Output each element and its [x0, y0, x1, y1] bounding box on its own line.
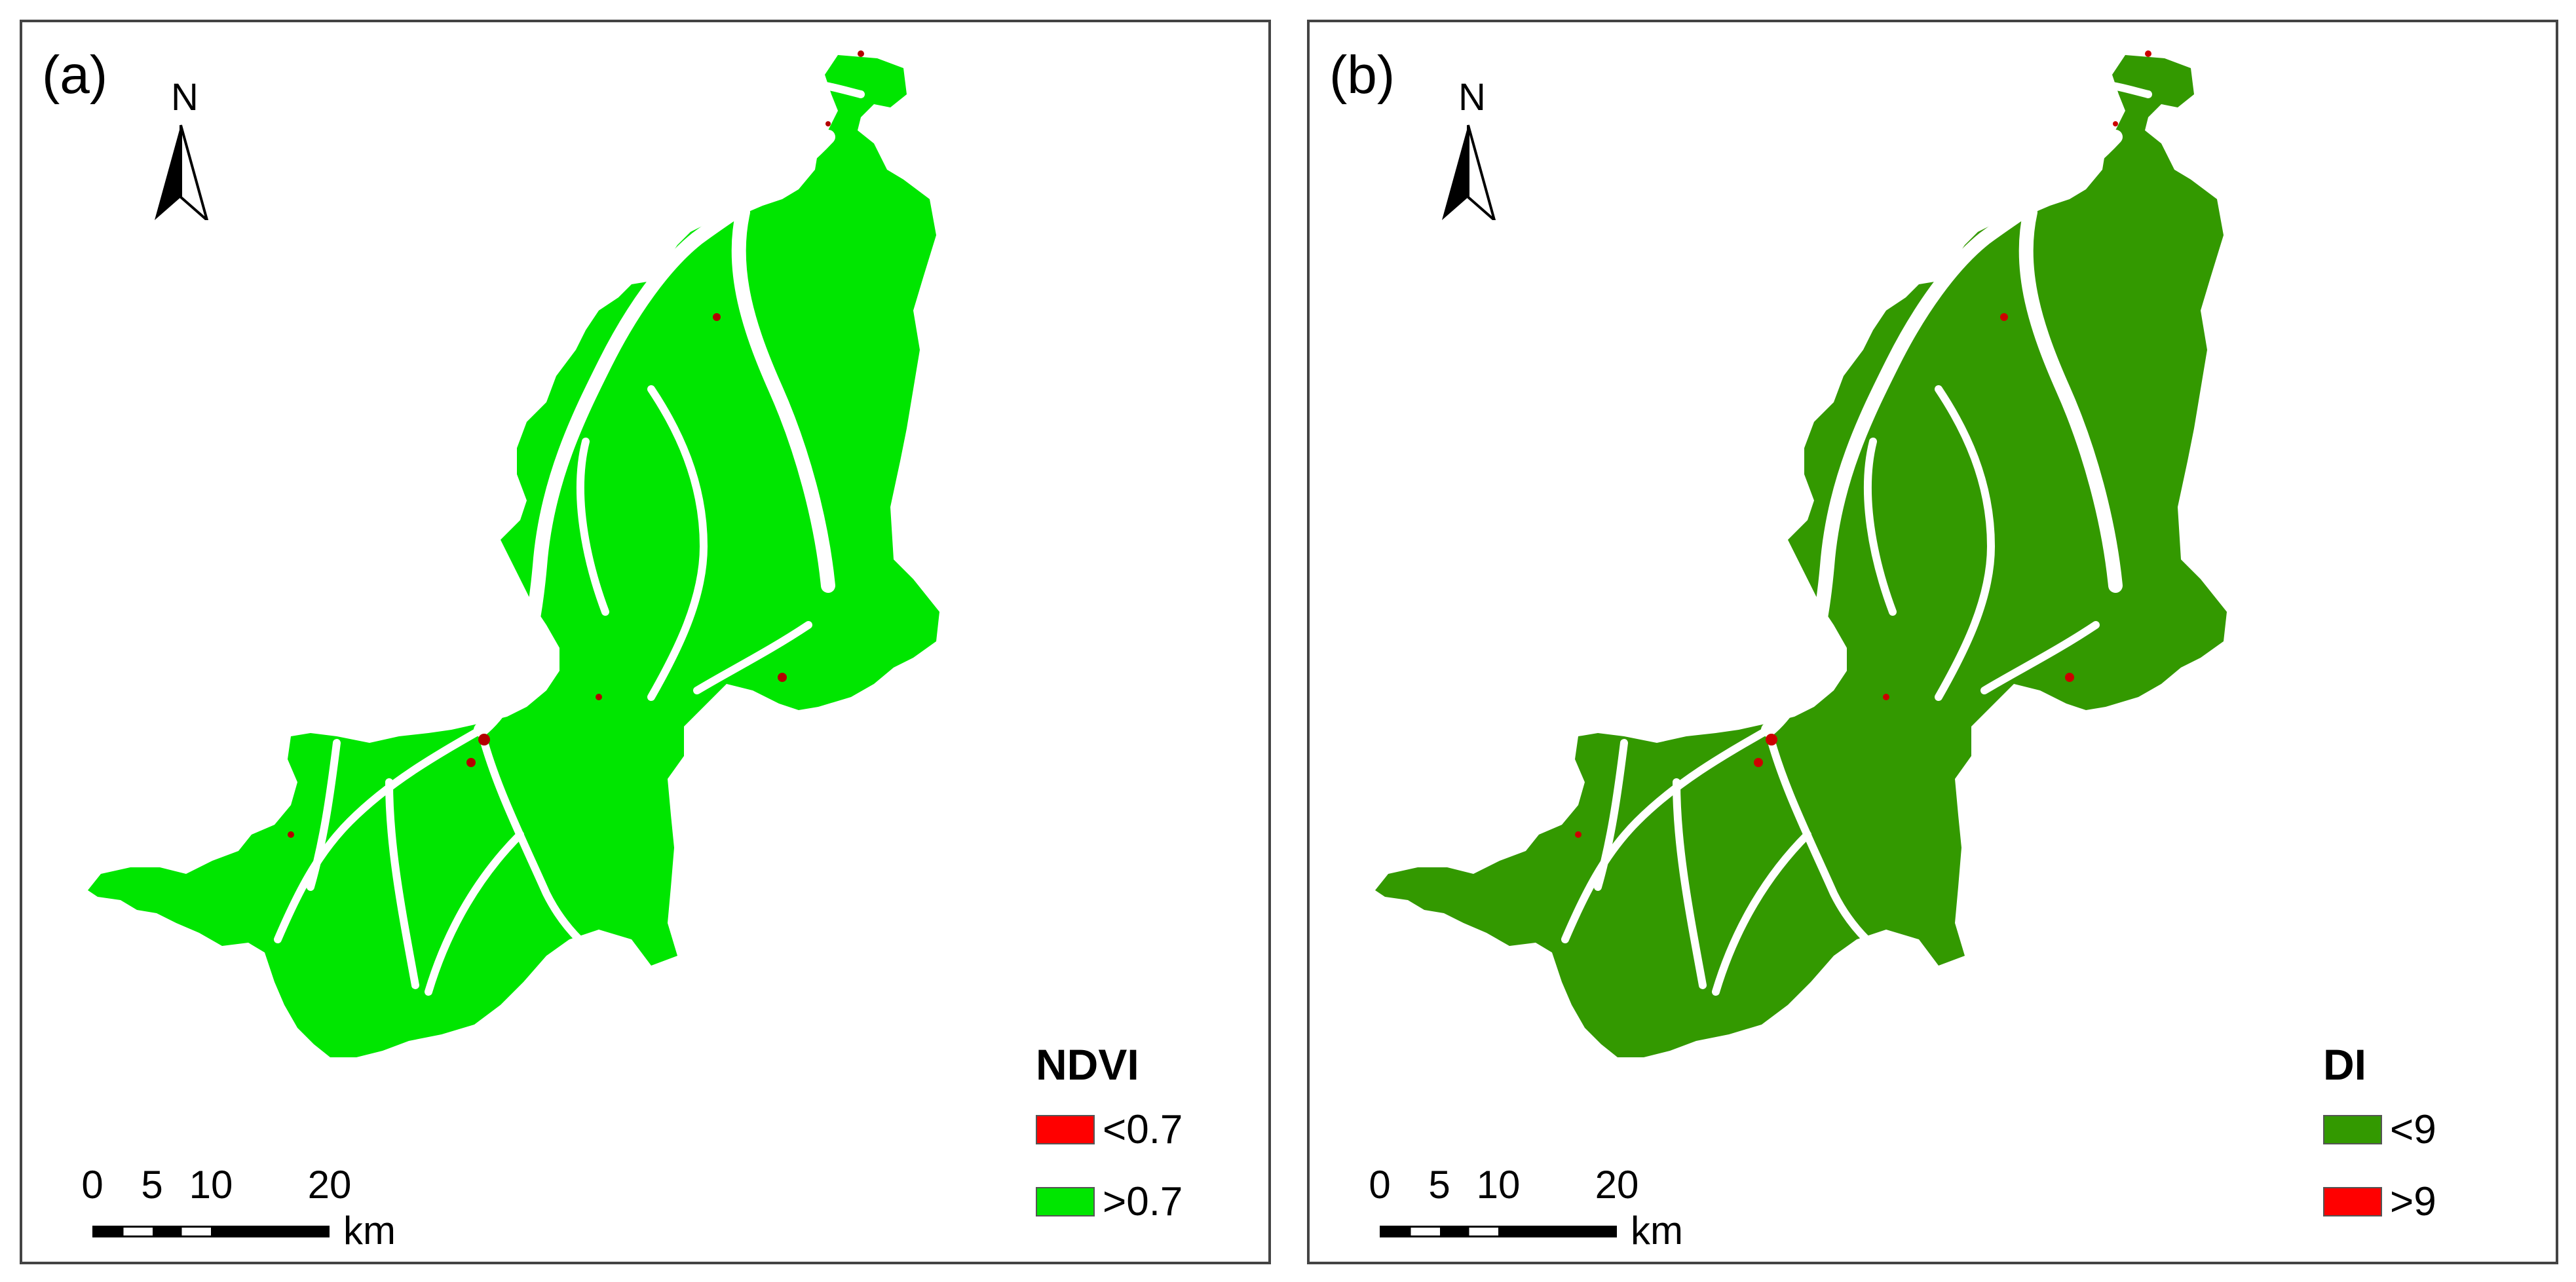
river-valley	[1712, 831, 1811, 996]
hotspot-patch	[478, 734, 490, 745]
hotspot-patch	[2145, 50, 2151, 57]
hotspot-patch	[858, 50, 864, 57]
river-valley	[1561, 726, 1772, 943]
panel-label-a: (a)	[42, 45, 108, 105]
hotspot-patch	[778, 673, 787, 682]
hotspot-patch	[2000, 313, 2008, 321]
study-region	[1375, 55, 2227, 1057]
scale-tick: 5	[141, 1163, 163, 1207]
scale-unit: km	[1631, 1209, 1683, 1253]
river-valley	[791, 79, 865, 98]
scale-tick: 10	[1476, 1163, 1521, 1207]
scale-tick: 0	[1369, 1163, 1391, 1207]
river-valley	[1980, 621, 2100, 694]
river-valley	[647, 385, 708, 701]
map-panel-a: (a) N NDVI <0.7 >0.7 0 5 10 20 km	[20, 20, 1271, 1264]
river-valley	[2079, 79, 2152, 98]
river-valley	[693, 621, 812, 694]
north-arrow-icon: N	[142, 69, 220, 220]
scale-bar-graphic	[1380, 1226, 1617, 1237]
region-map-b	[1375, 50, 2227, 1057]
river-valley	[1673, 778, 1707, 989]
scale-bar-graphic	[92, 1226, 330, 1237]
legend-swatch	[1036, 1115, 1095, 1144]
river-valley	[474, 130, 835, 737]
hotspot-patch	[466, 758, 476, 767]
river-valley	[385, 778, 419, 989]
scale-bar-b: 0 5 10 20 km	[1359, 1162, 1683, 1260]
river-valley	[425, 831, 524, 996]
north-label: N	[1458, 76, 1486, 119]
scale-tick: 20	[307, 1163, 352, 1207]
north-label: N	[171, 76, 199, 119]
river-valley	[477, 726, 616, 970]
hotspot-patch	[2113, 121, 2118, 126]
river-valley	[1764, 726, 1903, 970]
legend-label: <0.7	[1103, 1107, 1183, 1152]
hotspot-patch	[1575, 831, 1582, 838]
hotspot-patch	[1766, 734, 1777, 745]
hotspot-patch	[1754, 758, 1763, 767]
scale-tick: 10	[189, 1163, 233, 1207]
legend-label: <9	[2390, 1107, 2436, 1152]
scale-tick: 20	[1595, 1163, 1639, 1207]
river-valley	[1863, 438, 1897, 616]
hotspot-patch	[596, 694, 602, 700]
river-valley	[1935, 385, 1996, 701]
river-valley	[307, 739, 341, 891]
river-valley	[1761, 130, 2123, 737]
legend-swatch	[2323, 1115, 2382, 1144]
legend-item-b-1: <9	[2323, 1106, 2436, 1153]
river-valley	[2018, 205, 2123, 593]
panel-label-b: (b)	[1329, 45, 1395, 105]
hotspot-patch	[825, 121, 831, 126]
scale-tick: 0	[81, 1163, 104, 1207]
river-valley	[1594, 739, 1628, 891]
legend-swatch	[1036, 1187, 1095, 1216]
legend-swatch	[2323, 1187, 2382, 1216]
legend-label: >9	[2390, 1179, 2436, 1224]
hotspot-patch	[713, 313, 721, 321]
river-valley	[576, 438, 609, 616]
region-map-a	[88, 50, 939, 1057]
north-arrow-icon: N	[1429, 69, 1507, 220]
legend-item-a-1: <0.7	[1036, 1106, 1183, 1153]
legend-title-b: DI	[2323, 1040, 2366, 1089]
river-valley	[731, 205, 835, 593]
legend-title-a: NDVI	[1036, 1040, 1139, 1089]
scale-bar-a: 0 5 10 20 km	[71, 1162, 396, 1260]
hotspot-patch	[1883, 694, 1889, 700]
scale-tick: 5	[1428, 1163, 1450, 1207]
scale-unit: km	[343, 1209, 396, 1253]
map-panel-b: (b) N DI <9 >9 0 5 10 20 km	[1307, 20, 2558, 1264]
river-valley	[274, 726, 485, 943]
legend-item-b-2: >9	[2323, 1178, 2436, 1225]
legend-label: >0.7	[1103, 1179, 1183, 1224]
study-region	[88, 55, 939, 1057]
legend-item-a-2: >0.7	[1036, 1178, 1183, 1225]
hotspot-patch	[2065, 673, 2074, 682]
hotspot-patch	[288, 831, 294, 838]
